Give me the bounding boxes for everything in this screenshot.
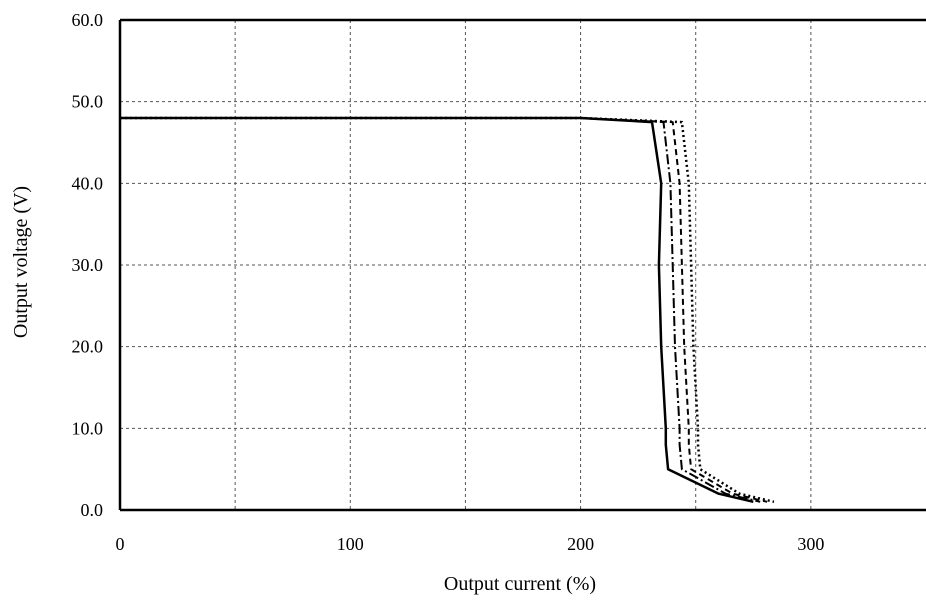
series-line-4 (120, 116, 775, 504)
x-tick-label: 300 (797, 534, 824, 554)
grid (120, 20, 926, 510)
y-tick-label: 10.0 (72, 418, 104, 438)
y-axis-label: Output voltage (V) (10, 186, 32, 338)
y-tick-label: 20.0 (72, 337, 104, 357)
series-line-2 (120, 117, 761, 503)
x-tick-label: 200 (567, 534, 594, 554)
series-line-1 (120, 116, 754, 504)
y-tick-label: 50.0 (72, 92, 104, 112)
tick-labels: 0 100 200 300 0.0 10.0 20.0 30.0 40.0 50.0 60.0 (72, 10, 825, 554)
x-axis-label: Output current (%) (444, 573, 596, 595)
axes (118, 18, 926, 512)
series-layer (120, 116, 775, 504)
x-tick-label: 0 (116, 534, 125, 554)
y-tick-label: 30.0 (72, 255, 104, 275)
y-tick-label: 40.0 (72, 173, 104, 193)
x-tick-label: 100 (337, 534, 364, 554)
y-tick-label: 0.0 (81, 500, 104, 520)
y-tick-label: 60.0 (72, 10, 104, 30)
